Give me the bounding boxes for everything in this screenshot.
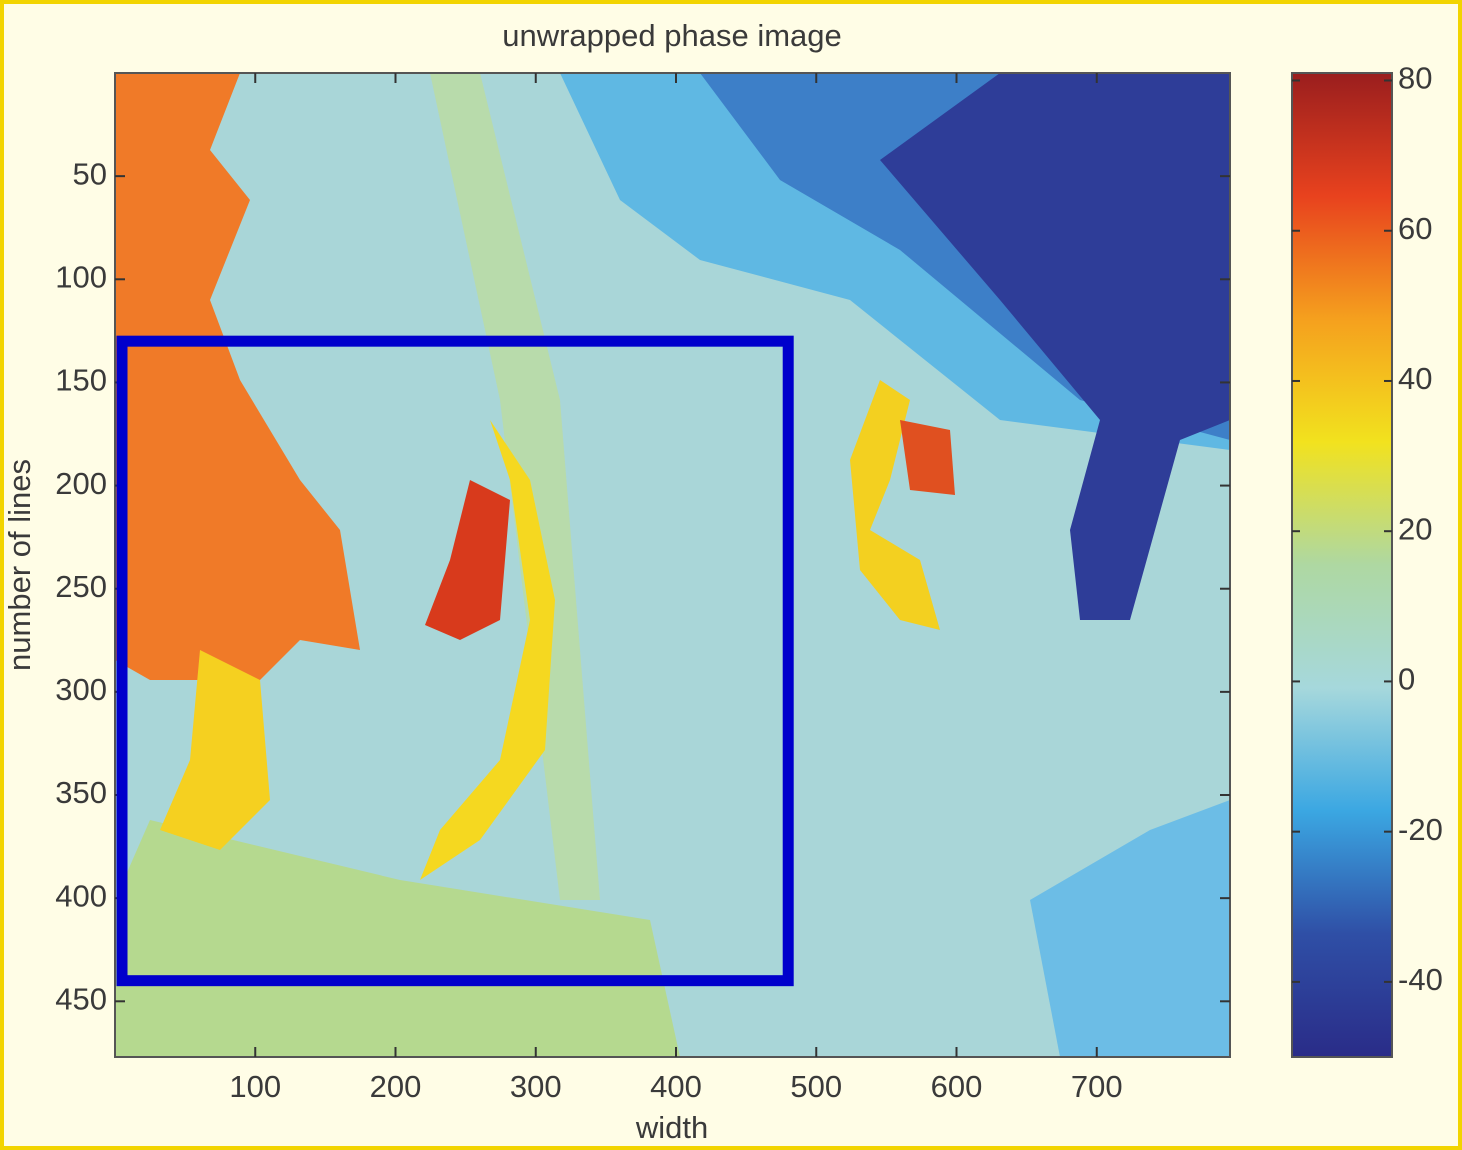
y-tick-label: 100 [55, 259, 107, 294]
y-tick-label: 350 [55, 775, 107, 810]
y-tick-label: 250 [55, 569, 107, 604]
x-tick-label: 300 [510, 1069, 562, 1104]
colorbar [1292, 73, 1392, 1057]
y-axis-label: number of lines [2, 459, 37, 671]
colorbar-tick-label: -40 [1398, 962, 1443, 997]
colorbar-tick-label: 20 [1398, 511, 1432, 546]
x-tick-label: 400 [650, 1069, 702, 1104]
chart: unwrapped phase image width number of li… [0, 0, 1462, 1150]
x-tick-label: 100 [229, 1069, 281, 1104]
y-tick-label: 150 [55, 363, 107, 398]
y-tick-label: 450 [55, 981, 107, 1016]
chart-title: unwrapped phase image [502, 18, 842, 53]
colorbar-tick-label: 0 [1398, 662, 1415, 697]
heatmap-image [115, 73, 1230, 1057]
x-axis-label: width [635, 1110, 708, 1145]
colorbar-tick-label: -20 [1398, 812, 1443, 847]
y-tick-label: 50 [73, 156, 107, 191]
y-tick-label: 300 [55, 672, 107, 707]
x-tick-label: 700 [1071, 1069, 1123, 1104]
y-tick-label: 400 [55, 878, 107, 913]
x-tick-label: 600 [931, 1069, 983, 1104]
colorbar-tick-label: 40 [1398, 361, 1432, 396]
x-tick-label: 500 [790, 1069, 842, 1104]
colorbar-tick-label: 80 [1398, 61, 1432, 96]
colorbar-tick-label: 60 [1398, 211, 1432, 246]
x-tick-label: 200 [370, 1069, 422, 1104]
y-tick-label: 200 [55, 466, 107, 501]
